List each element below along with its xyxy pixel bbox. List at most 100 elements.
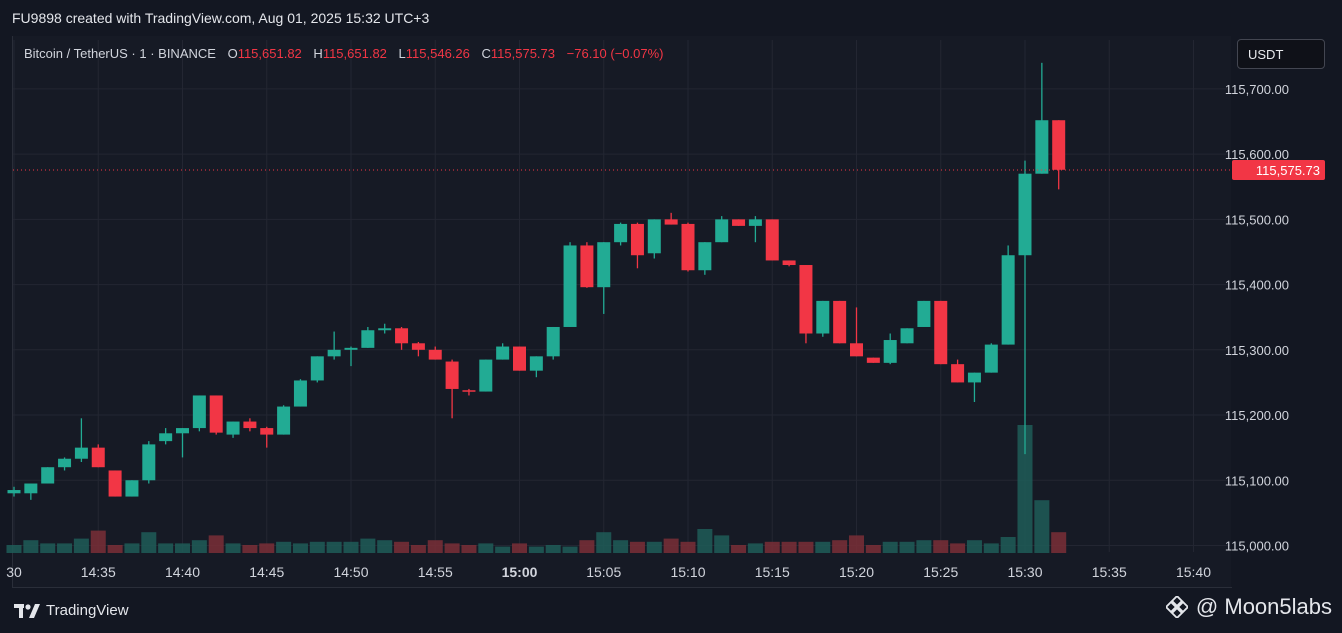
volume-bar [326, 541, 342, 553]
open-value: 115,651.82 [237, 46, 302, 61]
tradingview-brand[interactable]: TradingView [14, 602, 129, 619]
tradingview-brand-label: TradingView [46, 602, 129, 619]
header-bar: FU9898 created with TradingView.com, Aug… [0, 0, 1342, 38]
volume-bar [343, 541, 359, 553]
volume-bar [1051, 532, 1067, 553]
y-tick-label: 115,700.00 [1225, 82, 1289, 97]
candle-body [176, 428, 189, 434]
candle-body [159, 433, 173, 442]
volume-bar [124, 543, 140, 553]
candle-body [698, 242, 712, 271]
volume-bar [562, 546, 578, 553]
y-tick-label: 115,100.00 [1225, 473, 1289, 488]
x-tick-label: 15:25 [923, 564, 958, 580]
volume-bar [747, 543, 763, 553]
candle-body [142, 444, 156, 481]
change-value: −76.10 (−0.07%) [566, 46, 664, 61]
volume-bar [377, 540, 393, 553]
candle-body [984, 344, 998, 373]
candle-body [277, 406, 291, 435]
volume-bar [629, 541, 645, 553]
volume-bar [781, 541, 797, 553]
candle-body [496, 346, 510, 360]
candle-body [74, 447, 88, 459]
volume-bar [175, 543, 190, 553]
candle-body [765, 219, 779, 261]
price-axis[interactable] [1231, 36, 1342, 587]
candle-body [310, 356, 324, 381]
candle-body [293, 380, 307, 407]
volume-bar [309, 541, 325, 553]
candle-body [917, 300, 931, 327]
candle-body [529, 356, 543, 371]
volume-bar [966, 540, 982, 553]
volume-bar [512, 543, 527, 553]
volume-bar [90, 530, 106, 553]
volume-bar [764, 541, 780, 553]
volume-bar [276, 541, 292, 553]
volume-bar [731, 545, 747, 553]
volume-bar [360, 538, 376, 553]
volume-bar [528, 546, 544, 553]
x-tick-label: 15:00 [502, 564, 538, 580]
candle-body [563, 245, 577, 327]
candle-body [546, 326, 560, 357]
y-tick-label: 115,000.00 [1225, 538, 1289, 553]
candle-body [192, 395, 206, 429]
candle-body [934, 300, 948, 365]
candle-body [209, 395, 223, 433]
candle-body [1035, 120, 1049, 174]
candle-body [428, 349, 442, 360]
candle-body [681, 223, 695, 271]
x-tick-label: 14:45 [249, 564, 284, 580]
x-tick-label: 15:40 [1176, 564, 1211, 580]
last-price-label: 115,575.73 [1256, 163, 1320, 178]
x-tick-label: 14:40 [165, 564, 200, 580]
candle-body [732, 219, 746, 226]
candle-body [580, 245, 594, 288]
y-tick-label: 115,500.00 [1225, 212, 1289, 227]
candle-body [967, 372, 981, 383]
candle-body [630, 223, 644, 256]
volume-bar [141, 532, 157, 553]
volume-bar [613, 540, 629, 553]
candle-body [411, 343, 425, 350]
candle-body [715, 219, 729, 243]
candle-body [513, 346, 526, 371]
volume-bar [158, 543, 174, 553]
tradingview-logo-icon [14, 603, 40, 618]
candle-body [1052, 120, 1066, 170]
volume-bar [208, 535, 224, 553]
symbol-name[interactable]: Bitcoin / TetherUS · 1 · BINANCE [24, 46, 216, 61]
volume-bar [1034, 500, 1050, 553]
candle-body [816, 300, 830, 334]
y-tick-label: 115,400.00 [1225, 278, 1289, 293]
volume-bar [950, 543, 966, 553]
currency-button[interactable]: USDT [1237, 39, 1325, 69]
volume-bar [663, 538, 679, 553]
y-tick-label: 115,300.00 [1225, 343, 1289, 358]
volume-bar [40, 543, 56, 553]
candle-body [260, 428, 274, 435]
volume-bar [849, 535, 864, 553]
volume-bar [427, 540, 443, 553]
x-tick-label: 15:10 [670, 564, 705, 580]
volume-bar [899, 541, 915, 553]
candle-body [91, 447, 105, 468]
candle-body [597, 242, 611, 288]
volume-bar [23, 540, 39, 553]
candle-body [7, 490, 21, 494]
volume-bar [714, 535, 730, 553]
volume-bar [1000, 537, 1016, 553]
symbol-legend: Bitcoin / TetherUS · 1 · BINANCE O115,65… [24, 46, 664, 61]
volume-bar [242, 545, 258, 553]
volume-bar [680, 541, 696, 553]
volume-bar [259, 543, 275, 553]
volume-bar [815, 541, 831, 553]
x-tick-label: 15:15 [755, 564, 790, 580]
x-tick-label: 15:20 [839, 564, 874, 580]
volume-bar [798, 541, 814, 553]
candle-body [748, 219, 762, 226]
volume-bar [495, 546, 511, 553]
x-tick-label: 14:55 [418, 564, 453, 580]
